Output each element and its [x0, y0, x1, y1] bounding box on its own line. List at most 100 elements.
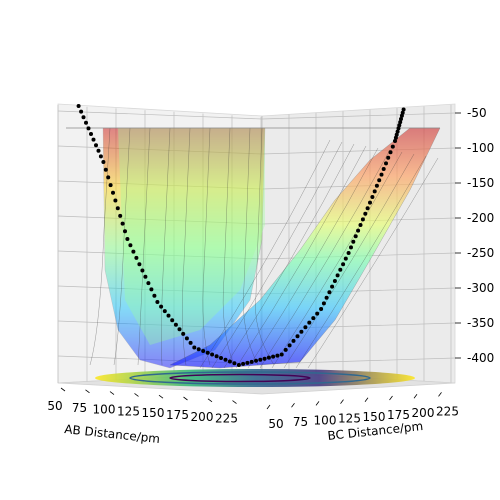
x-tick-mark	[183, 396, 188, 401]
trajectory-point	[399, 117, 403, 121]
floor-contour	[95, 369, 415, 387]
trajectory-point	[219, 356, 223, 360]
trajectory-point	[365, 206, 370, 211]
trajectory-point	[149, 287, 154, 292]
trajectory-point	[236, 363, 241, 367]
trajectory-point	[210, 352, 215, 357]
trajectory-point	[360, 217, 365, 222]
y-tick-label: 150	[363, 410, 386, 424]
x-axis-label: AB Distance/pm	[64, 422, 161, 446]
trajectory-point	[125, 237, 130, 241]
y-tick-mark	[266, 404, 271, 410]
trajectory-point	[96, 148, 101, 153]
trajectory-point	[188, 340, 193, 345]
trajectory-point	[101, 160, 106, 164]
trajectory-point	[321, 301, 326, 306]
trajectory-point	[137, 262, 142, 267]
trajectory-point	[396, 126, 401, 131]
trajectory-point	[177, 327, 182, 332]
trajectory-point	[368, 200, 372, 205]
trajectory-point	[279, 352, 284, 357]
trajectory-point	[349, 245, 353, 250]
trajectory-point	[275, 353, 280, 358]
trajectory-point	[374, 183, 379, 188]
trajectory-point	[393, 135, 398, 140]
trajectory-point	[86, 126, 91, 131]
trajectory-point	[332, 279, 337, 283]
trajectory-points	[76, 104, 406, 367]
y-tick-label: 125	[338, 412, 361, 426]
trajectory-point	[184, 336, 189, 341]
x-tick-mark	[60, 387, 66, 392]
x-tick-label: 200	[191, 410, 214, 424]
trajectory-point	[205, 350, 210, 355]
floor-contour-inner	[169, 373, 311, 383]
trajectory-point	[166, 313, 171, 318]
surface-back-panels	[118, 128, 265, 345]
trajectory-point	[377, 178, 382, 183]
z-tick-label: -50	[467, 106, 487, 120]
trajectory-point	[91, 137, 96, 142]
trajectory-point	[84, 120, 88, 125]
trajectory-point	[123, 229, 127, 234]
trajectory-point	[155, 300, 160, 304]
trajectory-point	[81, 115, 86, 120]
surface-mesh-lines	[89, 127, 439, 369]
trajectory-point	[111, 190, 115, 195]
trajectory-point	[353, 234, 358, 239]
x-tick-label: 100	[93, 403, 116, 417]
trajectory-point	[335, 273, 340, 278]
trajectory-point	[214, 354, 219, 359]
x-tick-mark	[134, 393, 139, 397]
x-tick-mark	[158, 394, 164, 399]
trajectory-point	[303, 325, 308, 330]
trajectory-point	[381, 167, 386, 171]
trajectory-point	[291, 338, 296, 343]
trajectory-point	[400, 110, 405, 115]
z-tick-label: -300	[467, 281, 494, 295]
trajectory-point	[140, 268, 145, 273]
y-tick-label: 225	[436, 404, 459, 418]
trajectory-point	[394, 132, 399, 137]
y-tick-mark	[340, 399, 344, 404]
trajectory-point	[397, 123, 402, 128]
trajectory-point	[181, 331, 186, 336]
trajectory-point	[76, 104, 81, 108]
y-tick-mark	[315, 401, 320, 406]
y-tick-label: 200	[412, 406, 435, 420]
trajectory-point	[330, 284, 335, 289]
trajectory-point	[201, 349, 206, 353]
trajectory-point	[170, 318, 175, 323]
y-tick-mark	[413, 393, 418, 399]
trajectory-point	[258, 357, 263, 362]
trajectory-point	[266, 355, 271, 360]
floor-contour-mid	[129, 371, 371, 385]
x-tick-label: 175	[166, 408, 189, 422]
y-tick-label: 175	[387, 408, 410, 422]
z-tick-label: -150	[467, 176, 494, 190]
trajectory-point	[295, 334, 300, 339]
trajectory-point	[351, 239, 356, 244]
z-axis-ticks: -50 -100 -150 -200 -250 -300 -350 -400	[455, 106, 494, 365]
trajectory-point	[79, 109, 84, 114]
trajectory-point	[358, 223, 363, 227]
trajectory-point	[372, 189, 377, 194]
trajectory-point	[287, 343, 292, 348]
trajectory-point	[327, 290, 332, 295]
trajectory-point	[115, 206, 120, 211]
trajectory-point	[196, 347, 201, 352]
trajectory-point	[108, 183, 113, 188]
x-tick-label: 225	[215, 412, 238, 426]
x-tick-mark	[109, 391, 115, 395]
y-tick-label: 100	[314, 413, 337, 427]
trajectory-point	[341, 262, 346, 267]
trajectory-point	[146, 281, 151, 286]
trajectory-point	[390, 144, 395, 149]
trajectory-point	[399, 113, 404, 118]
trajectory-point	[192, 345, 197, 350]
x-tick-label: 125	[117, 404, 140, 418]
trajectory-point	[159, 304, 164, 309]
trajectory-point	[241, 361, 246, 366]
y-tick-label: 50	[268, 417, 283, 431]
